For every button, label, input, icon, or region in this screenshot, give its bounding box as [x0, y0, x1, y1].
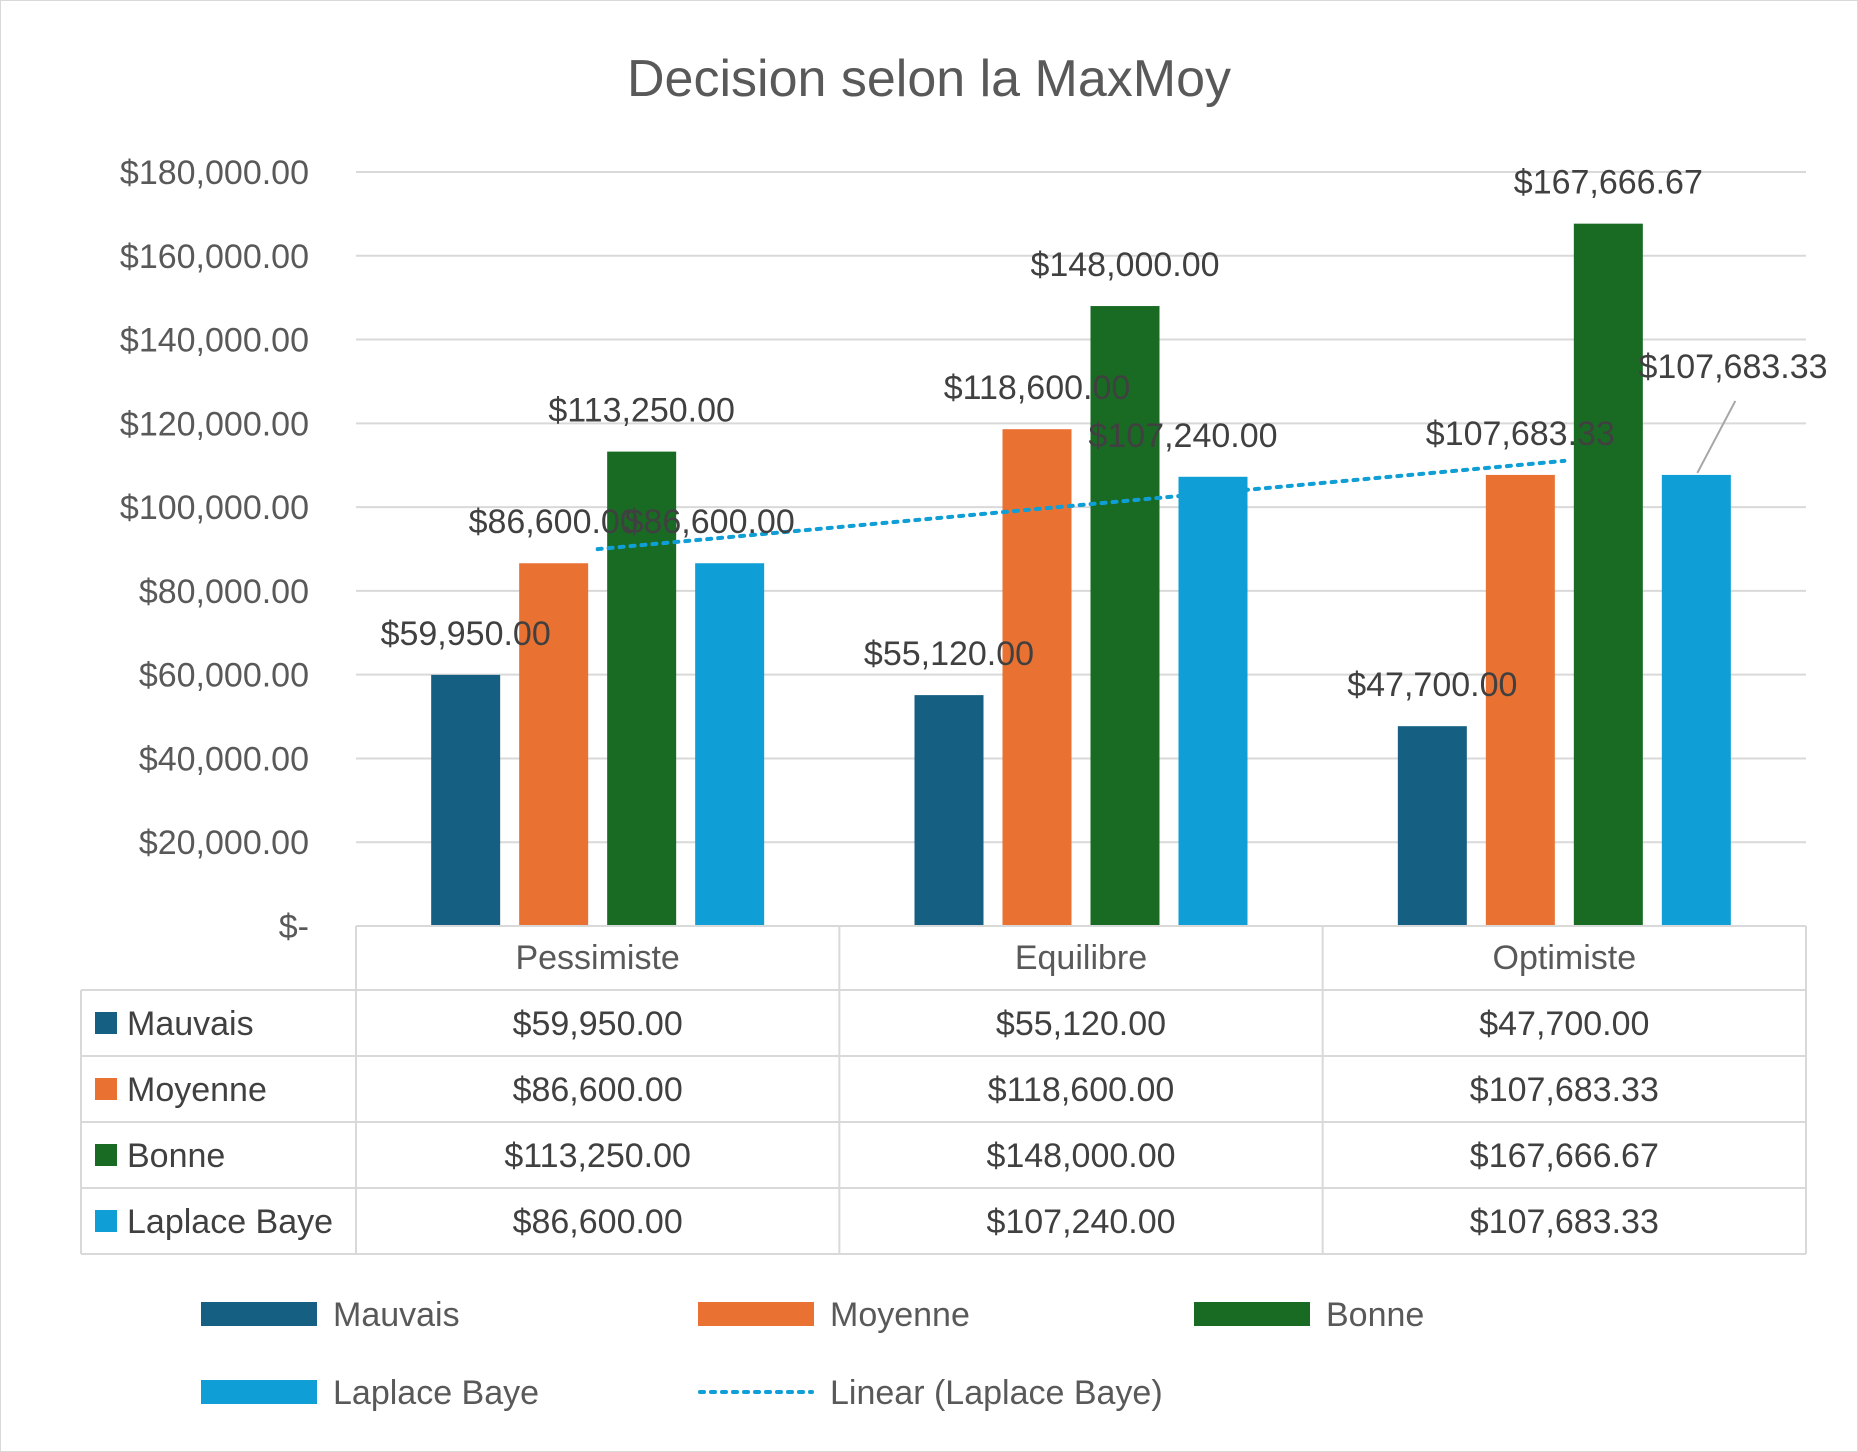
data-label: $59,950.00: [381, 615, 551, 653]
table-row-label: Bonne: [127, 1137, 225, 1175]
bar-bonne-optimiste: [1573, 223, 1643, 926]
table-cell: $118,600.00: [988, 1071, 1175, 1109]
data-table: Pessimiste Equilibre Optimiste Mauvais $59,9…: [80, 925, 1807, 1255]
table-row-label: Mauvais: [127, 1005, 254, 1043]
y-tick-label: $40,000.00: [139, 740, 309, 778]
bar-mauvais-optimiste: [1397, 726, 1467, 926]
legend-key-laplace-baye: [201, 1380, 317, 1404]
data-label: $107,683.33: [1426, 415, 1615, 453]
bar-mauvais-pessimiste: [431, 674, 501, 926]
y-tick-label: $60,000.00: [139, 657, 309, 695]
legend: Mauvais Moyenne Bonne Laplace Baye Linear (L…: [201, 1296, 1424, 1412]
data-label: $113,250.00: [548, 392, 735, 430]
y-tick-label: $80,000.00: [139, 573, 309, 611]
table-header-optimiste: Optimiste: [1493, 939, 1637, 977]
table-header-equilibre: Equilibre: [1015, 939, 1147, 977]
y-axis-ticks: $- $20,000.00 $40,000.00 $60,000.00 $80,000.…: [120, 154, 309, 946]
legend-key-mauvais: [201, 1302, 317, 1326]
chart-title: Decision selon la MaxMoy: [627, 50, 1231, 108]
table-row-label: Laplace Baye: [127, 1203, 333, 1241]
bar-moyenne-equilibre: [1002, 429, 1072, 926]
y-tick-label: $100,000.00: [120, 489, 309, 527]
leader-line: [1696, 400, 1737, 474]
table-cell: $86,600.00: [513, 1203, 683, 1241]
legend-key-moyenne: [698, 1302, 814, 1326]
trendline: [595, 458, 1567, 552]
table-legend-key: [95, 1078, 117, 1100]
bar-laplace-baye-pessimiste: [695, 563, 765, 926]
bar-bonne-equilibre: [1090, 306, 1160, 926]
y-tick-label: $20,000.00: [139, 824, 309, 862]
legend-label: Linear (Laplace Baye): [830, 1374, 1163, 1412]
legend-label: Laplace Baye: [333, 1374, 539, 1412]
table-row-label: Moyenne: [127, 1071, 267, 1109]
trendline-laplace-baye: [595, 458, 1567, 552]
bar-mauvais-equilibre: [914, 695, 984, 926]
bar-laplace-baye-equilibre: [1178, 476, 1248, 926]
data-label: $47,700.00: [1347, 666, 1517, 704]
bars: [431, 223, 1731, 926]
y-tick-label: $140,000.00: [120, 322, 309, 360]
bar-moyenne-optimiste: [1485, 474, 1555, 926]
table-legend-key: [95, 1012, 117, 1034]
table-legend-key: [95, 1144, 117, 1166]
data-label: $86,600.00: [469, 503, 639, 541]
legend-key-bonne: [1194, 1302, 1310, 1326]
data-label: $118,600.00: [944, 369, 1131, 407]
data-label: $167,666.67: [1514, 164, 1703, 202]
table-cell: $167,666.67: [1470, 1137, 1659, 1175]
legend-label: Mauvais: [333, 1296, 460, 1334]
data-label: $107,683.33: [1638, 348, 1827, 386]
table-cell: $113,250.00: [504, 1137, 691, 1175]
table-cell: $47,700.00: [1479, 1005, 1649, 1043]
legend-label: Moyenne: [830, 1296, 970, 1334]
table-header-pessimiste: Pessimiste: [515, 939, 679, 977]
y-tick-label: $120,000.00: [120, 405, 309, 443]
table-cell: $55,120.00: [996, 1005, 1166, 1043]
table-cell: $86,600.00: [513, 1071, 683, 1109]
legend-label: Bonne: [1326, 1296, 1424, 1334]
table-legend-key: [95, 1210, 117, 1232]
y-tick-label: $-: [279, 908, 309, 946]
table-cell: $107,240.00: [986, 1203, 1175, 1241]
gridlines: [356, 171, 1806, 844]
y-tick-label: $180,000.00: [120, 154, 309, 192]
table-cell: $59,950.00: [513, 1005, 683, 1043]
y-tick-label: $160,000.00: [120, 238, 309, 276]
bar-moyenne-pessimiste: [519, 563, 589, 926]
data-label: $86,600.00: [625, 503, 795, 541]
bar-laplace-baye-optimiste: [1661, 474, 1731, 926]
data-label: $107,240.00: [1088, 417, 1277, 455]
bar-bonne-pessimiste: [607, 451, 677, 926]
table-cell: $107,683.33: [1470, 1071, 1659, 1109]
data-label: $55,120.00: [864, 635, 1034, 673]
data-labels: $59,950.00 $55,120.00 $47,700.00 $86,600.00…: [381, 164, 1828, 705]
data-label: $148,000.00: [1030, 246, 1219, 284]
table-cell: $148,000.00: [986, 1137, 1175, 1175]
table-cell: $107,683.33: [1470, 1203, 1659, 1241]
